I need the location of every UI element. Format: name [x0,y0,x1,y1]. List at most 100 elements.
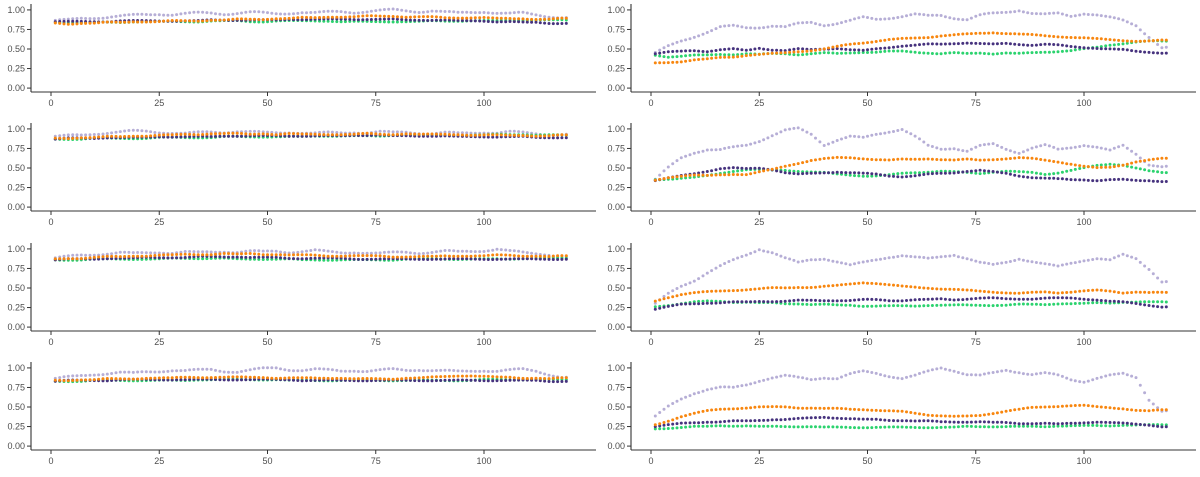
data-point [421,368,425,372]
data-point [123,254,127,258]
data-point [658,61,662,65]
data-point [900,425,904,429]
data-point [762,405,766,409]
data-point [92,133,96,137]
data-point [844,261,848,265]
data-point [248,255,252,259]
data-point [1021,258,1025,262]
data-point [1130,49,1134,53]
data-point [486,379,490,383]
data-point [783,255,787,259]
data-point [935,35,939,39]
data-point [874,408,878,412]
data-point [365,18,369,22]
data-point [543,379,547,383]
data-point [149,370,153,374]
data-point [1117,145,1121,149]
data-point [982,420,986,424]
data-point [439,249,443,253]
data-point [961,302,965,306]
y-tick-label: 0.00 [7,83,25,93]
data-point [369,18,373,21]
data-point [166,135,170,139]
data-point [814,377,817,381]
data-point [943,147,947,151]
data-point [987,261,991,265]
data-point [97,133,101,137]
data-point [666,426,670,430]
data-point [995,158,999,162]
data-point [378,253,382,257]
data-point [818,406,822,410]
data-point [179,133,183,137]
data-point [918,419,921,423]
data-point [952,420,956,424]
data-point [465,16,469,20]
data-point [861,41,865,45]
data-point [688,421,692,425]
data-point [1125,421,1129,425]
data-point [844,47,848,51]
data-point [736,418,740,422]
data-point [710,56,714,60]
data-point [1065,147,1069,151]
data-point [1121,291,1125,295]
data-point [671,55,675,59]
data-point [434,374,438,378]
data-point [792,425,796,429]
data-point [775,252,779,256]
x-tick-label: 100 [476,456,491,466]
data-point [658,298,662,301]
data-point [88,255,92,259]
data-point [274,366,278,370]
data-point [460,256,464,260]
data-point [188,252,192,256]
data-point [653,52,657,56]
data-point [560,133,564,137]
data-point [909,174,913,178]
data-point [1056,291,1060,295]
data-point [313,16,317,20]
data-point [783,285,787,289]
data-point [374,20,378,24]
data-point [1034,260,1038,264]
data-point [525,20,529,24]
data-point [1052,424,1056,428]
data-point [460,131,464,135]
data-point [900,128,904,132]
data-point [939,172,943,176]
data-point [961,41,965,45]
data-point [149,253,153,257]
data-point [209,367,213,371]
data-point [1156,424,1160,428]
data-point [879,297,882,301]
data-point [543,15,547,19]
data-point [710,169,714,173]
data-point [900,175,904,179]
data-point [235,375,239,379]
data-point [499,368,503,372]
data-point [1008,424,1012,428]
data-point [1108,289,1112,293]
data-point [913,36,917,40]
data-point [1151,290,1155,294]
data-point [1156,38,1160,42]
data-point [257,10,261,14]
data-point [318,376,321,380]
data-point [762,47,766,51]
data-point [870,158,874,162]
data-point [517,10,521,14]
data-point [313,10,317,14]
data-point [714,266,718,270]
data-point [671,42,675,46]
series-light-purple [53,365,568,380]
panel-svg-r2c1: 1.000.750.500.250.000 25 50 75 100 [7,123,596,227]
data-point [926,413,930,417]
data-point [848,18,852,22]
data-point [727,173,731,177]
data-point [688,393,692,397]
data-point [530,256,534,260]
data-point [905,425,908,429]
data-point [969,257,973,261]
data-point [543,372,547,376]
